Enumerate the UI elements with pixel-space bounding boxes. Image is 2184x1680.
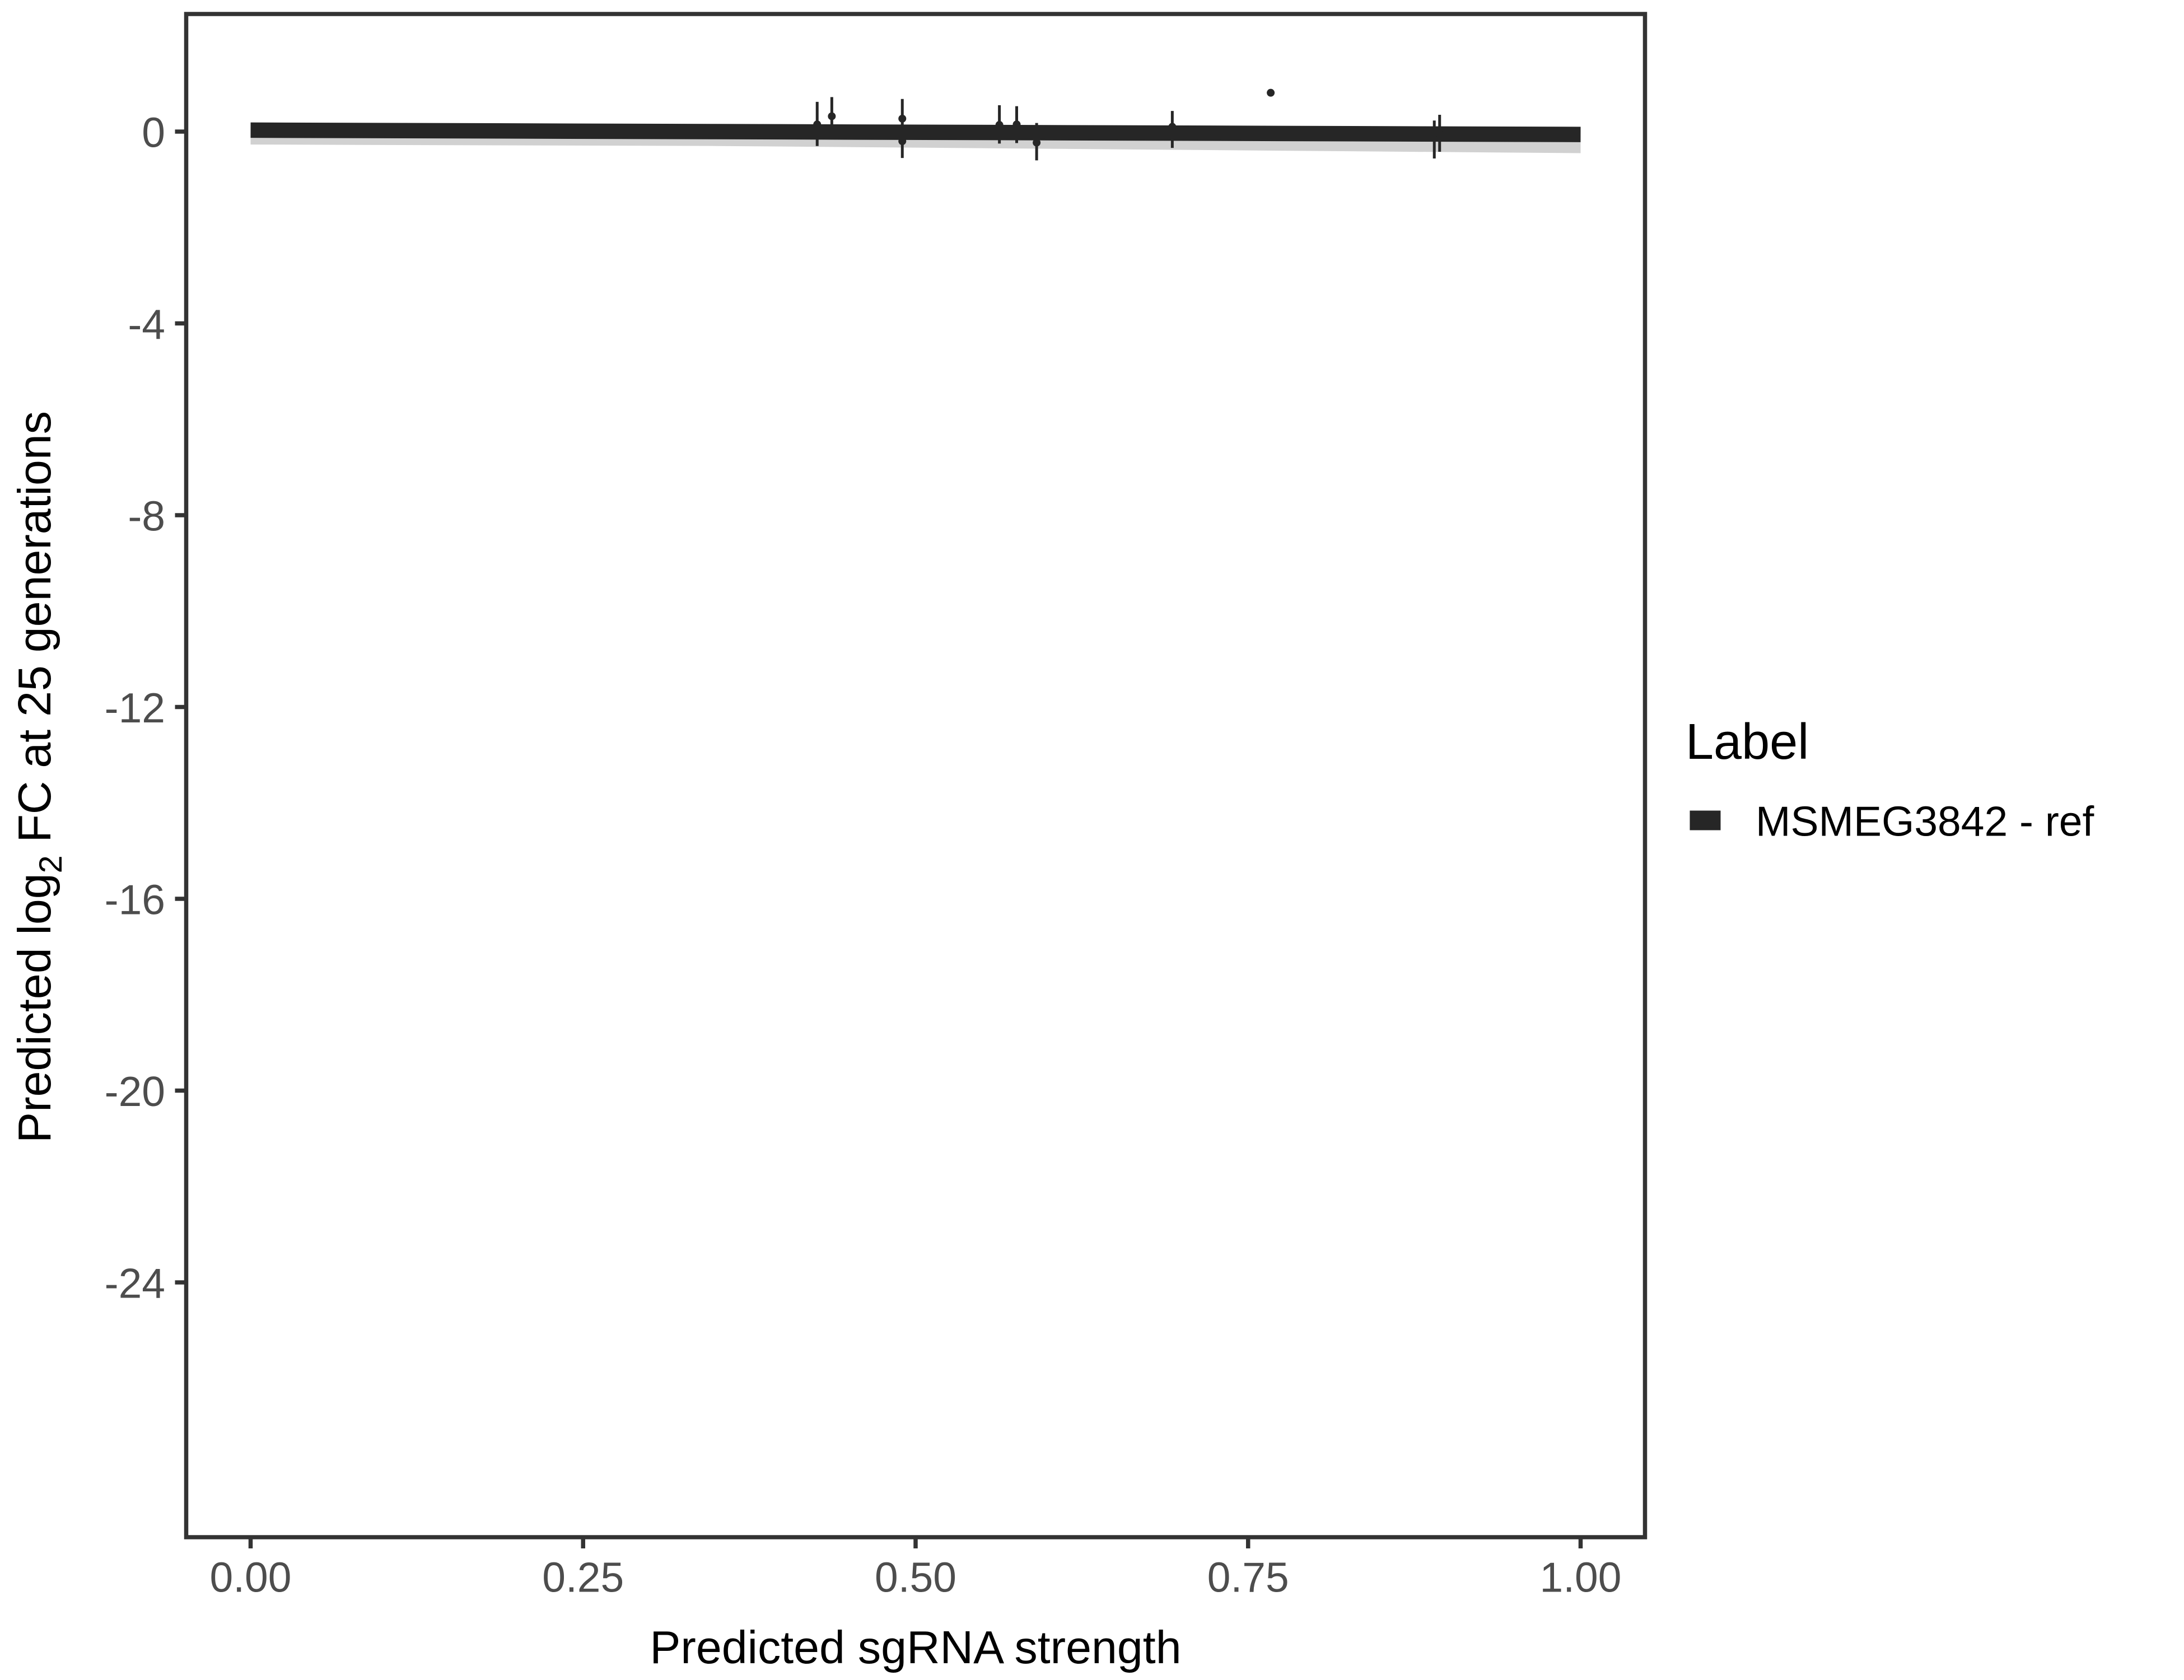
x-tick-label: 1.00: [1540, 1554, 1622, 1601]
legend-label: MSMEG3842 - ref: [1756, 798, 2094, 845]
y-axis-title-suffix: FC at 25 generations: [9, 411, 60, 855]
data-point: [1033, 138, 1041, 147]
panel-border: [184, 12, 1648, 1539]
x-tick-label: 0.00: [210, 1554, 292, 1601]
x-tick-label: 0.25: [542, 1554, 624, 1601]
x-tick-label: 0.50: [875, 1554, 956, 1601]
y-tick-label: -20: [105, 1068, 165, 1115]
data-point: [1435, 130, 1444, 138]
y-tick-label: -4: [128, 301, 165, 348]
y-axis-title-prefix: Predicted log: [9, 873, 60, 1143]
legend: Label MSMEG3842 - ref: [1686, 714, 2094, 844]
y-tick-label: -12: [105, 684, 165, 731]
data-point: [1168, 123, 1177, 131]
data-point: [898, 114, 907, 123]
data-point: [813, 120, 822, 129]
legend-title: Label: [1686, 714, 1809, 770]
fit-line: [250, 122, 1581, 142]
data-point: [1012, 120, 1021, 129]
y-tick-label: -24: [105, 1260, 165, 1307]
data-point: [898, 137, 907, 146]
x-tick-label: 0.75: [1207, 1554, 1289, 1601]
y-tick-label: -8: [128, 493, 165, 540]
data-point: [828, 112, 836, 120]
x-axis-title: Predicted sgRNA strength: [650, 1622, 1181, 1673]
y-tick-label: -16: [105, 876, 165, 923]
data-point: [995, 121, 1004, 129]
data-point: [1267, 88, 1275, 97]
y-axis-title-subscript: 2: [33, 855, 69, 873]
y-tick-label: 0: [142, 109, 165, 156]
legend-key: [1690, 810, 1721, 830]
plot-area: [250, 88, 1581, 161]
axes: 0.00 0.25 0.50 0.75 1.00 0 -4 -8 -12 -16 -20 -24: [105, 109, 1622, 1601]
y-axis-title: Predicted log2 FC at 25 generations: [9, 411, 69, 1143]
